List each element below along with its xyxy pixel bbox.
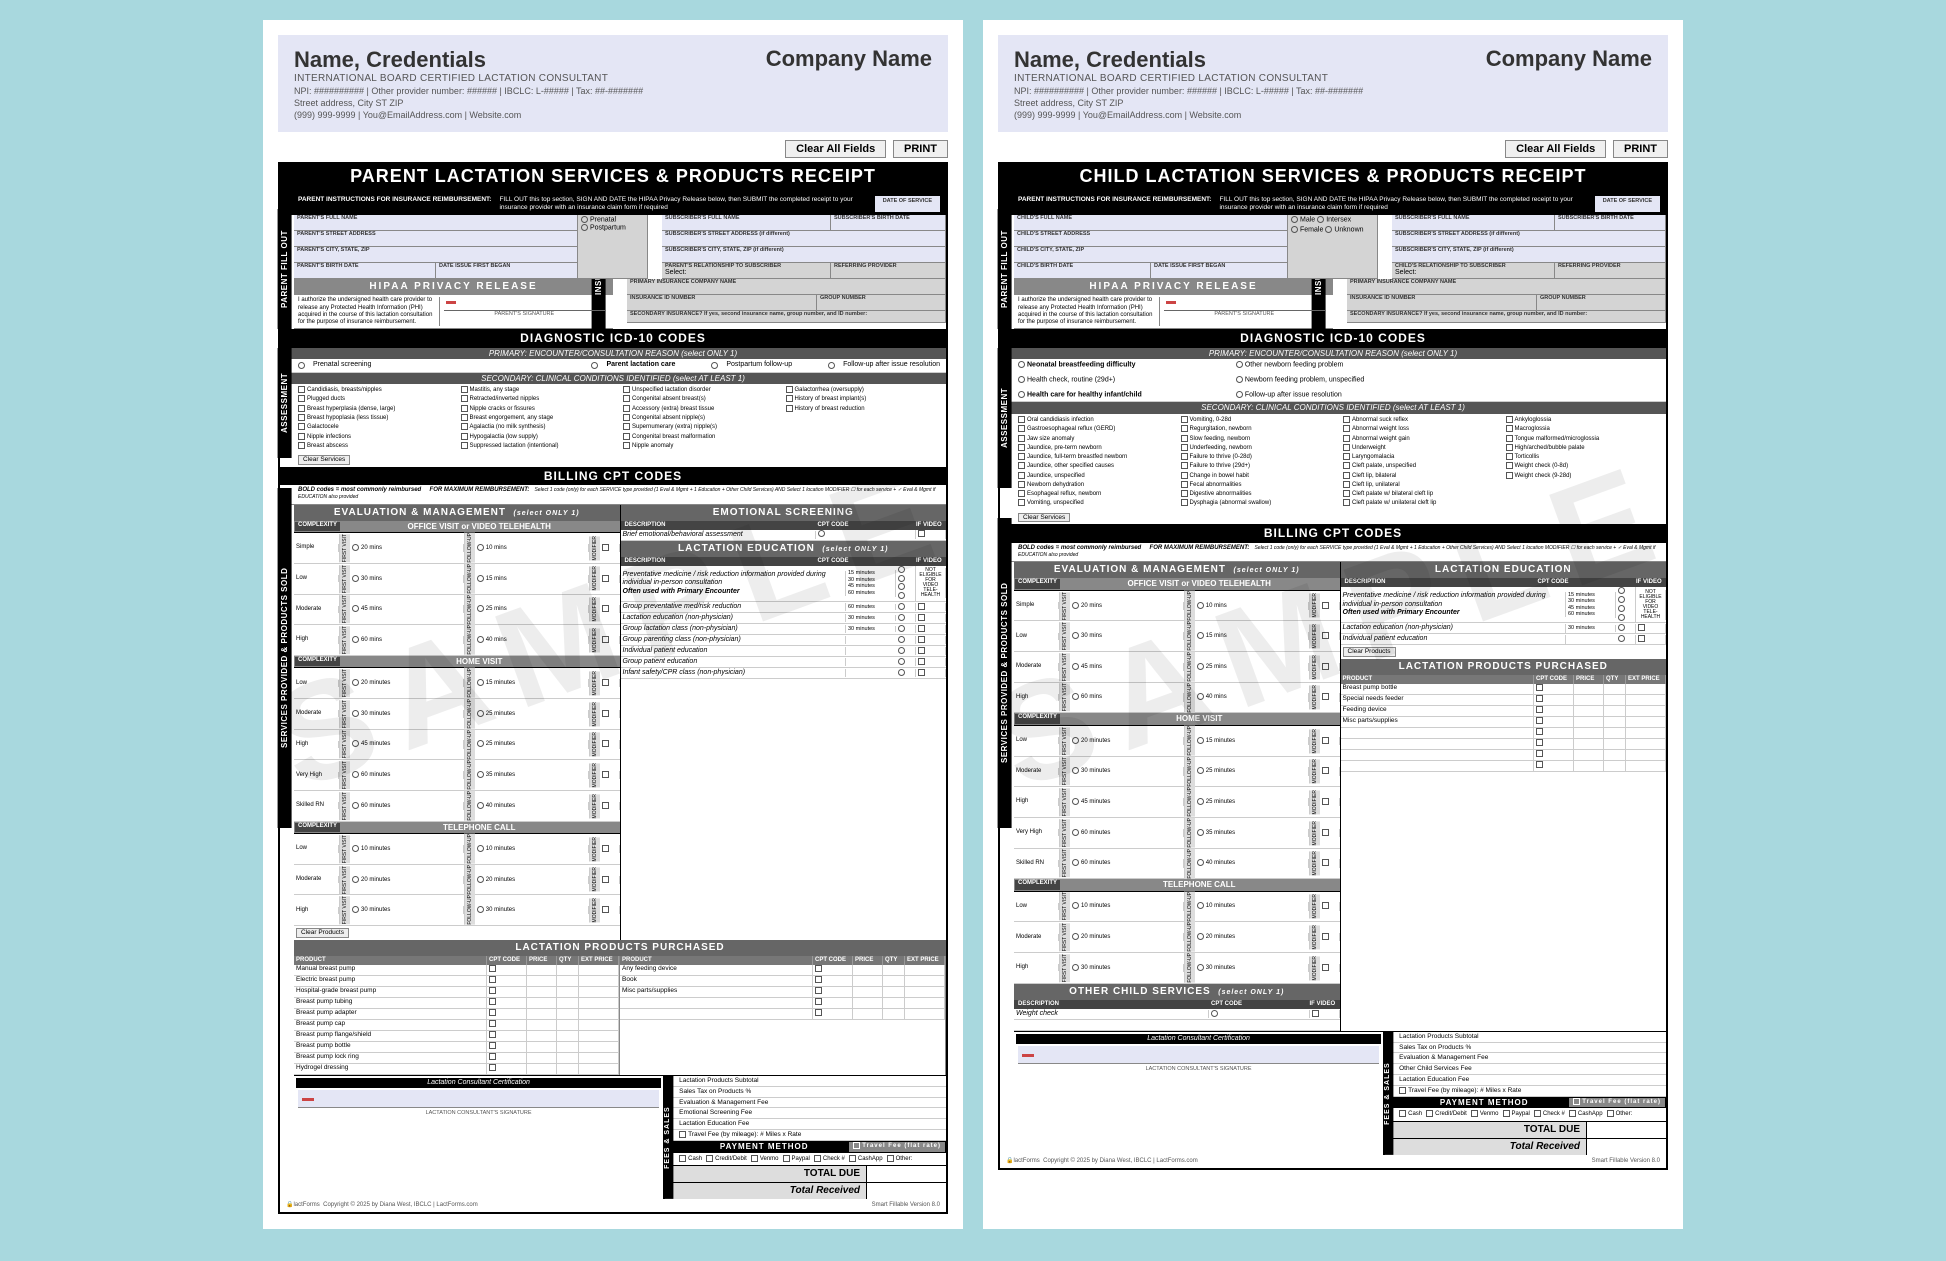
- parent-dob-field[interactable]: PARENT'S BIRTH DATE: [294, 263, 436, 279]
- tab-assessment: ASSESSMENT: [278, 348, 292, 458]
- consultant-signature[interactable]: [298, 1090, 659, 1108]
- print-button[interactable]: PRINT: [1613, 140, 1668, 158]
- info3: (999) 999-9999 | You@EmailAddress.com | …: [294, 110, 643, 120]
- clear-services-button[interactable]: Clear Services: [298, 455, 350, 465]
- icd-header: DIAGNOSTIC ICD-10 CODES: [280, 329, 946, 347]
- tab-parent-fill: PARENT FILL OUT: [278, 209, 292, 329]
- tab-services: SERVICES PROVIDED & PRODUCTS SOLD: [278, 488, 292, 828]
- form-title: PARENT LACTATION SERVICES & PRODUCTS REC…: [278, 162, 948, 191]
- clear-all-button[interactable]: Clear All Fields: [785, 140, 886, 158]
- form-body: PARENT INSTRUCTIONS FOR INSURANCE REIMBU…: [998, 191, 1668, 1170]
- company-name: Company Name: [766, 47, 932, 120]
- form-body: PARENT INSTRUCTIONS FOR INSURANCE REIMBU…: [278, 191, 948, 1214]
- status-field[interactable]: Prenatal Postpartum: [578, 215, 648, 280]
- child-receipt-page: SAMPLE Name, Credentials INTERNATIONAL B…: [983, 20, 1683, 1229]
- header: Name, Credentials INTERNATIONAL BOARD CE…: [278, 35, 948, 132]
- sex-field[interactable]: Male Intersex Female Unknown: [1288, 215, 1378, 280]
- instructions: PARENT INSTRUCTIONS FOR INSURANCE REIMBU…: [280, 193, 946, 215]
- issue-date-field[interactable]: DATE ISSUE FIRST BEGAN: [436, 263, 578, 279]
- parent-city-field[interactable]: PARENT'S CITY, STATE, ZIP: [294, 247, 578, 263]
- parent-name-field[interactable]: PARENT'S FULL NAME: [294, 215, 578, 231]
- parent-receipt-page: SAMPLE Name, Credentials INTERNATIONAL B…: [263, 20, 963, 1229]
- icd-secondary[interactable]: Candidiasis, breasts/nipplesPlugged duct…: [280, 384, 946, 453]
- parent-address-field[interactable]: PARENT'S STREET ADDRESS: [294, 231, 578, 247]
- hipaa-header: HIPAA PRIVACY RELEASE: [294, 279, 613, 295]
- header: Name, Credentials INTERNATIONAL BOARD CE…: [998, 35, 1668, 132]
- provider-name: Name, Credentials: [294, 47, 643, 73]
- cred-line: INTERNATIONAL BOARD CERTIFIED LACTATION …: [294, 73, 643, 84]
- clear-all-button[interactable]: Clear All Fields: [1505, 140, 1606, 158]
- print-button[interactable]: PRINT: [893, 140, 948, 158]
- icd-primary-row[interactable]: Prenatal screening Parent lactation care…: [280, 359, 946, 372]
- info2: Street address, City ST ZIP: [294, 98, 643, 108]
- products-table[interactable]: PRODUCTCPT CODEPRICEQTYEXT PRICE Manual …: [294, 956, 946, 1075]
- parent-signature[interactable]: PARENT'S SIGNATURE: [439, 297, 609, 326]
- info1: NPI: ########## | Other provider number:…: [294, 86, 643, 96]
- clear-products-button[interactable]: Clear Products: [296, 928, 349, 938]
- date-of-service[interactable]: DATE OF SERVICE: [875, 196, 940, 212]
